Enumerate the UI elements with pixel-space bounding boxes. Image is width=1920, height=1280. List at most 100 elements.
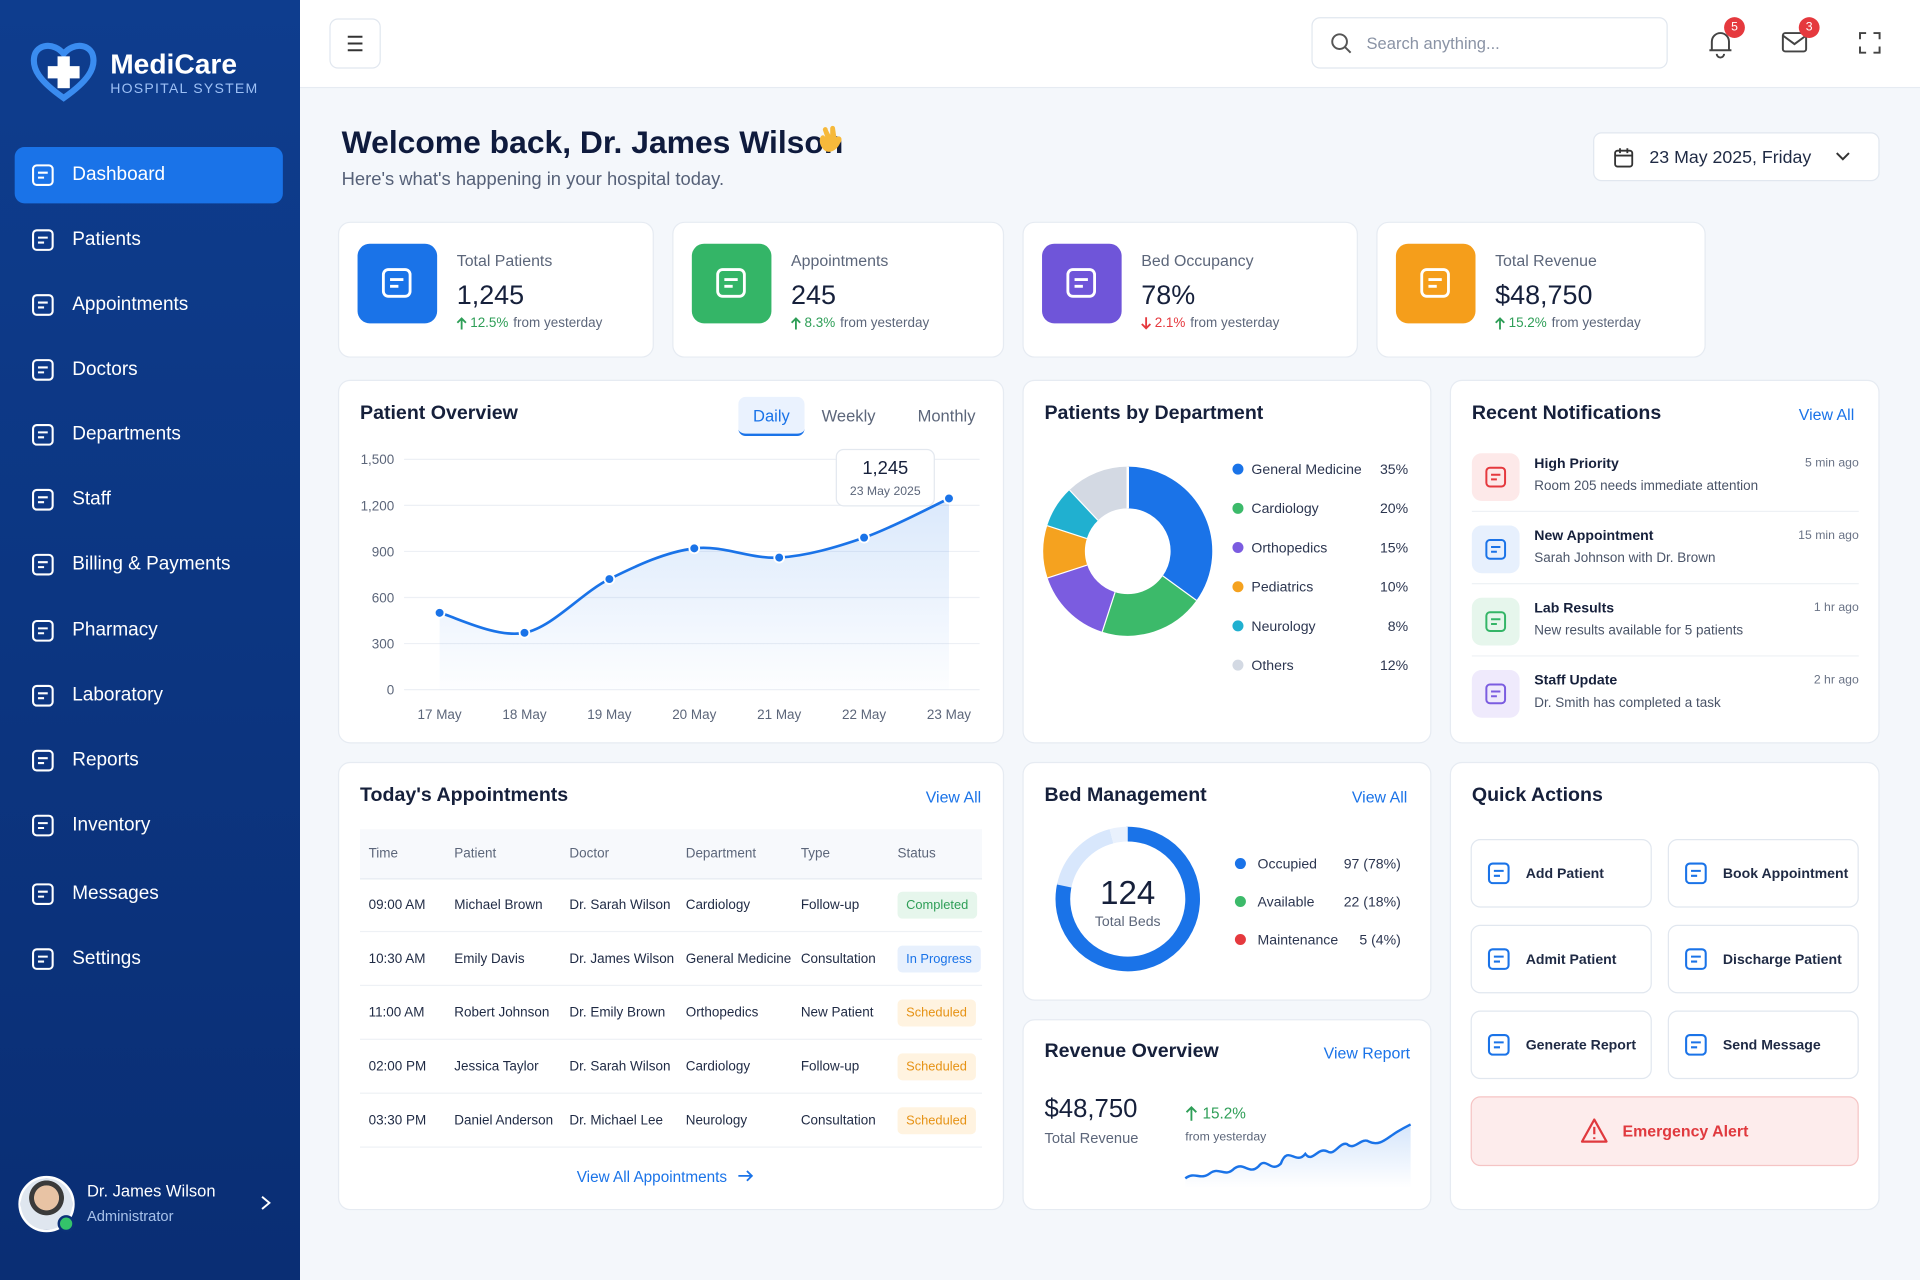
divider <box>1471 583 1859 585</box>
donut-segment <box>1043 525 1088 578</box>
stat-card: Appointments 245 8.3% from yesterday <box>672 221 1005 358</box>
view-all-link[interactable]: View All <box>925 787 982 806</box>
legend-value: 22 (18%) <box>1344 893 1401 909</box>
table-header: Time <box>368 846 399 862</box>
quick-action[interactable]: Discharge Patient <box>1667 924 1859 994</box>
revenue-change: 15.2% <box>1202 1104 1246 1122</box>
quick-action[interactable]: Admit Patient <box>1470 924 1652 994</box>
arrow-shape <box>1141 317 1152 330</box>
nav-item[interactable]: Departments <box>15 407 283 463</box>
segment-gap <box>1161 575 1197 602</box>
card-title: Recent Notifications <box>1471 402 1662 424</box>
nav-item[interactable]: Billing & Payments <box>15 536 283 592</box>
search-box[interactable]: Search anything... <box>1311 17 1668 69</box>
table-cell: New Patient <box>800 1005 874 1021</box>
nav-item[interactable]: Pharmacy <box>15 603 283 659</box>
fullscreen-icon[interactable] <box>1858 31 1882 55</box>
icon-shape <box>1485 611 1507 632</box>
nav-item[interactable]: Laboratory <box>15 668 283 724</box>
nav-label: Messages <box>72 883 159 904</box>
nav-item[interactable]: Settings <box>15 931 283 987</box>
notification-title: Staff Update <box>1534 673 1618 689</box>
icon-shape <box>37 692 48 700</box>
nav-item[interactable]: Reports <box>15 732 283 788</box>
mail-icon[interactable] <box>1779 29 1811 56</box>
quick-action[interactable]: Send Message <box>1667 1010 1859 1080</box>
legend-label: Occupied <box>1258 855 1317 871</box>
view-all-appointments[interactable]: View All Appointments <box>577 1169 754 1186</box>
x-tick-label: 21 May <box>757 707 801 722</box>
notification-icon <box>1485 683 1507 705</box>
nav-item[interactable]: Patients <box>15 212 283 268</box>
nav-icon <box>32 164 54 186</box>
status-pill: Scheduled <box>897 1107 976 1135</box>
icon-shape <box>1685 862 1707 885</box>
notification-time: 2 hr ago <box>1813 673 1859 688</box>
notification-icon-box <box>1471 525 1520 574</box>
stat-note: from yesterday <box>513 316 603 331</box>
icon-shape <box>32 488 54 511</box>
quick-action[interactable]: Generate Report <box>1470 1010 1652 1080</box>
quick-action-icon <box>1487 948 1510 970</box>
table-cell: 09:00 AM <box>368 897 426 913</box>
divider <box>1471 655 1859 657</box>
quick-action-label: Generate Report <box>1525 1038 1637 1054</box>
quick-action-icon <box>1685 1033 1707 1056</box>
nav-item[interactable]: Messages <box>15 866 283 922</box>
stat-change: 2.1% <box>1154 316 1186 331</box>
legend-dot <box>1234 895 1246 908</box>
data-point <box>603 573 616 585</box>
menu-button[interactable] <box>329 18 381 69</box>
view-all-link[interactable]: View All <box>1798 405 1855 424</box>
donut-chart: General Medicine 35% Cardiology 20% Orthoped… <box>1043 461 1409 673</box>
stat-icon <box>1066 268 1097 298</box>
user-menu-arrow[interactable] <box>258 1194 273 1211</box>
legend-value: 15% <box>1380 539 1409 555</box>
legend-value: 8% <box>1388 618 1409 634</box>
stat-value: 1,245 <box>456 279 525 310</box>
tooltip-box <box>835 448 935 507</box>
table-header: Status <box>897 846 936 862</box>
tooltip-date: 23 May 2025 <box>850 484 921 498</box>
notification-text: New results available for 5 patients <box>1534 623 1744 639</box>
icon-shape <box>716 268 746 298</box>
nav-item[interactable]: Dashboard <box>14 146 283 204</box>
revenue-note: from yesterday <box>1185 1130 1267 1145</box>
icon-shape <box>1485 683 1507 705</box>
stat-icon-box <box>691 243 772 324</box>
nav-item[interactable]: Staff <box>15 472 283 528</box>
icon-shape <box>1487 862 1510 885</box>
data-point <box>858 531 870 544</box>
nav-item[interactable]: Doctors <box>15 342 283 398</box>
overview-tab[interactable]: Daily <box>738 396 805 437</box>
notification-icon <box>1485 466 1507 488</box>
table-cell: Daniel Anderson <box>454 1113 554 1129</box>
emergency-button[interactable]: Emergency Alert <box>1470 1096 1859 1167</box>
nav-label: Reports <box>72 749 139 771</box>
stat-card: Total Revenue $48,750 15.2% from yesterday <box>1376 221 1706 358</box>
overview-tab[interactable]: Monthly <box>917 406 976 426</box>
icon-shape <box>37 496 48 504</box>
icon-shape <box>1428 278 1442 288</box>
icon-shape <box>37 236 48 244</box>
nav-item[interactable]: Inventory <box>15 797 283 853</box>
y-tick-label: 1,200 <box>361 498 395 513</box>
view-all-link[interactable]: View All <box>1351 787 1408 806</box>
quick-action[interactable]: Book Appointment <box>1667 839 1859 908</box>
quick-action[interactable]: Add Patient <box>1470 839 1652 908</box>
nav-item[interactable]: Appointments <box>15 277 283 333</box>
notification-time: 5 min ago <box>1804 456 1859 471</box>
overview-tab[interactable]: Weekly <box>821 406 876 426</box>
legend-dot <box>1234 858 1246 870</box>
icon-shape <box>724 278 738 288</box>
row-divider <box>360 1038 983 1040</box>
nav-label: Patients <box>72 229 141 250</box>
stat-label: Total Revenue <box>1495 251 1597 270</box>
bell-icon[interactable] <box>1704 27 1736 59</box>
view-report-link[interactable]: View Report <box>1323 1043 1411 1062</box>
date-picker[interactable]: 23 May 2025, Friday <box>1593 132 1880 182</box>
icon-shape <box>1493 1041 1504 1049</box>
icon-shape <box>37 431 48 439</box>
notification-icon-box <box>1471 670 1520 718</box>
